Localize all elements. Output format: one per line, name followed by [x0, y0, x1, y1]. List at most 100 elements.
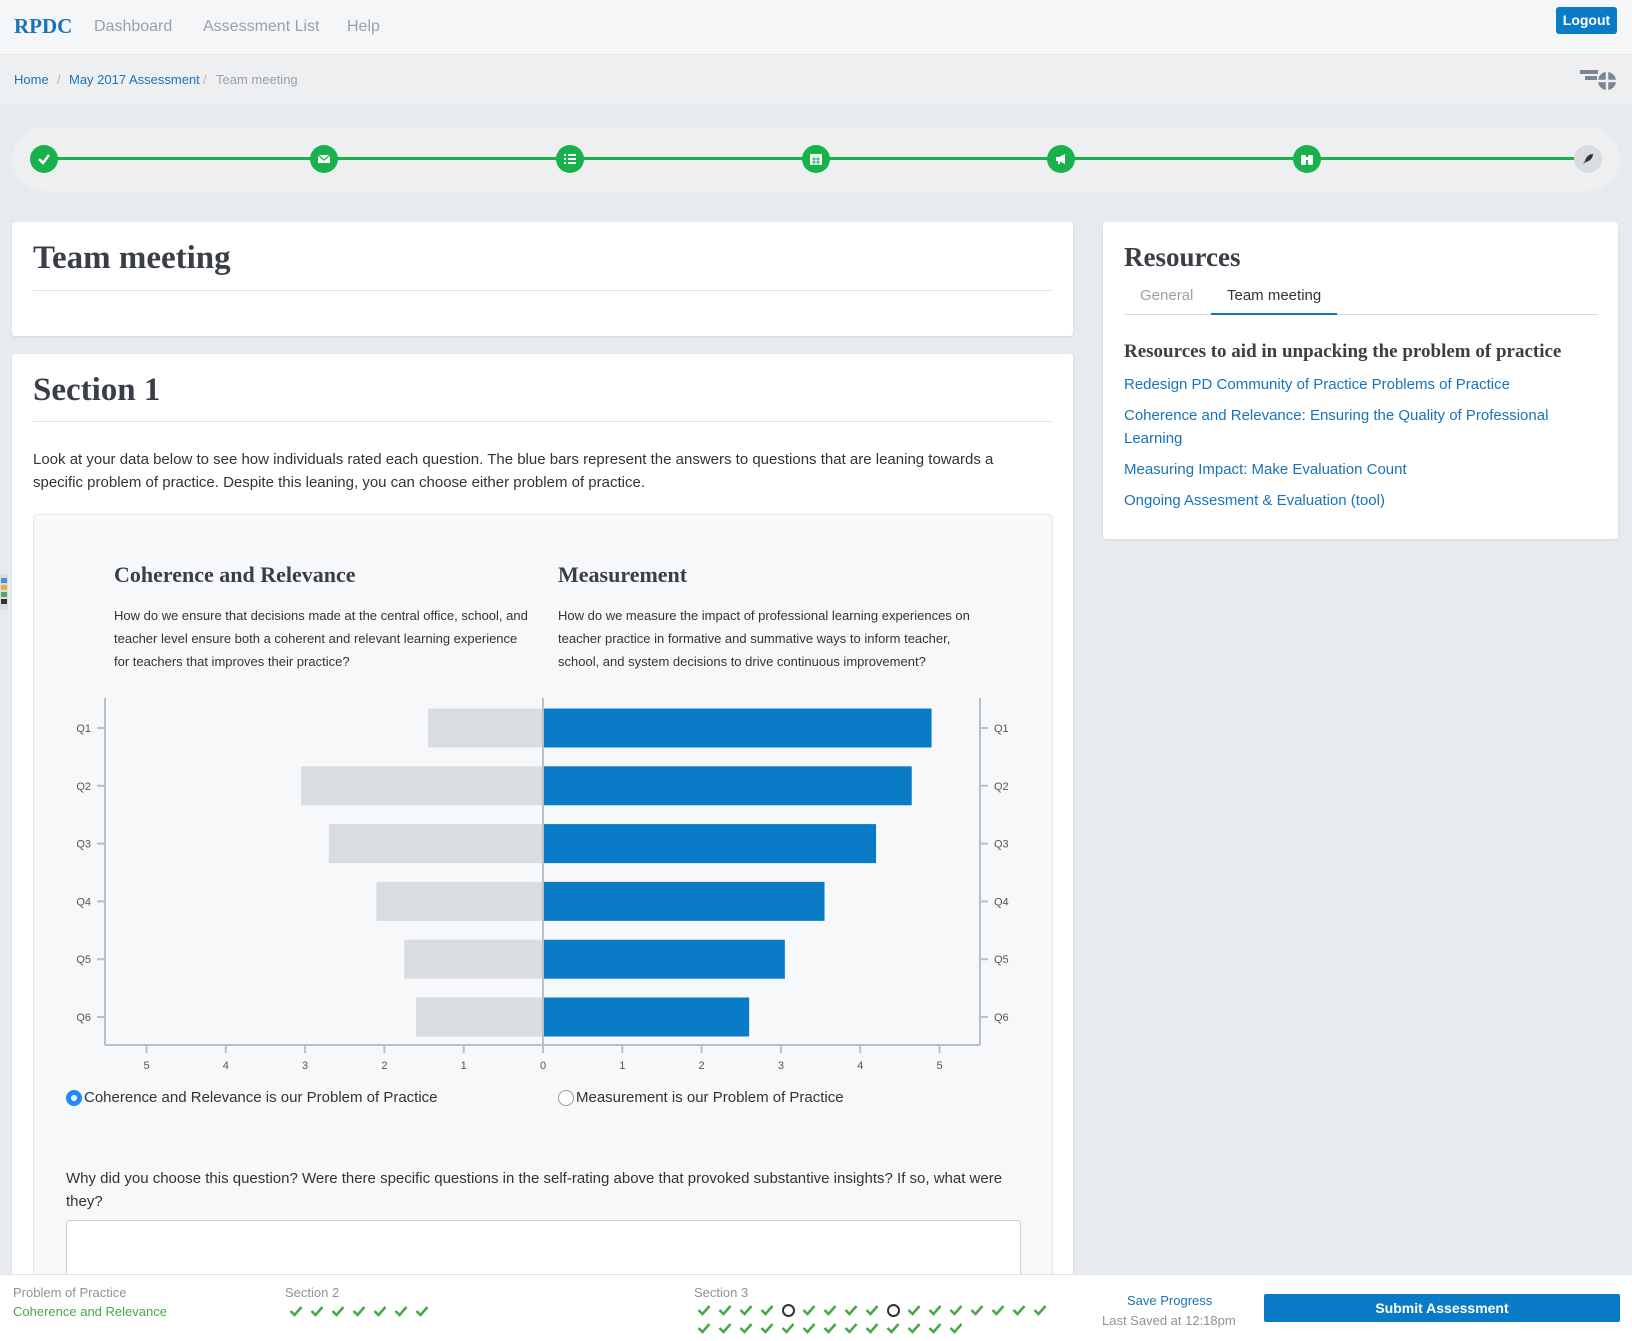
x-tick-label: 2	[381, 1060, 387, 1072]
title-card	[12, 222, 1073, 336]
check-icon	[884, 1321, 902, 1335]
bar-coherence	[328, 824, 543, 864]
tab-team-meeting[interactable]: Team meeting	[1211, 283, 1338, 315]
check-icon	[350, 1304, 368, 1318]
step-rocket[interactable]	[1574, 145, 1602, 173]
check-icon	[716, 1303, 734, 1317]
check-icon	[800, 1321, 818, 1335]
diverging-bar-chart: Q1 Q1 Q2 Q2 Q3 Q3 Q4 Q4 Q5 Q5 Q6 Q6 5 4 3 2 1 0 1 2 3 4 5	[76, 698, 1009, 1072]
check-icon	[947, 1303, 965, 1317]
choice-coherence[interactable]: Coherence and Relevance is our Problem o…	[66, 1089, 438, 1106]
bar-coherence	[376, 881, 543, 921]
check-icon	[758, 1303, 776, 1317]
choice-coherence-label: Coherence and Relevance is our Problem o…	[84, 1089, 438, 1106]
bar-coherence	[428, 708, 543, 748]
y-tick-label-right: Q2	[994, 781, 1009, 793]
check-icon	[800, 1303, 818, 1317]
last-saved-text: Last Saved at 12:18pm	[1102, 1313, 1236, 1328]
y-tick-label-left: Q1	[76, 723, 91, 735]
radio-measurement[interactable]	[558, 1089, 574, 1106]
choice-measurement[interactable]: Measurement is our Problem of Practice	[558, 1089, 844, 1106]
check-icon	[737, 1321, 755, 1335]
binoculars-icon	[1301, 155, 1313, 165]
step-binoculars[interactable]	[1293, 145, 1321, 173]
save-progress-link[interactable]: Save Progress	[1127, 1293, 1213, 1308]
nav-help[interactable]: Help	[347, 18, 380, 35]
x-tick-label: 5	[936, 1060, 942, 1072]
breadcrumb-assessment[interactable]: May 2017 Assessment	[69, 72, 200, 87]
problem-of-practice-label: Problem of Practice	[13, 1285, 127, 1300]
breadcrumb-separator: /	[203, 72, 207, 87]
y-tick-label-left: Q6	[76, 1012, 91, 1024]
x-tick-label: 5	[143, 1060, 149, 1072]
y-tick-label-right: Q6	[994, 1012, 1009, 1024]
bar-coherence	[404, 939, 543, 979]
step-envelope[interactable]	[310, 145, 338, 173]
bar-coherence	[301, 766, 543, 806]
open-circle-icon	[779, 1303, 797, 1317]
resource-link[interactable]: Redesign PD Community of Practice Proble…	[1124, 376, 1510, 393]
check-icon	[842, 1321, 860, 1335]
bar-measurement	[543, 766, 912, 806]
step-list[interactable]	[556, 145, 584, 173]
check-icon	[968, 1303, 986, 1317]
left-chart-heading: Coherence and Relevance	[114, 562, 356, 587]
x-tick-label: 1	[619, 1060, 625, 1072]
section2-progress	[287, 1304, 431, 1318]
section-title: Section 1	[33, 372, 161, 408]
check-icon	[779, 1321, 797, 1335]
breadcrumb-home[interactable]: Home	[14, 72, 49, 87]
choice-measurement-label: Measurement is our Problem of Practice	[576, 1089, 844, 1106]
reflection-question: Why did you choose this question? Were t…	[66, 1170, 1003, 1210]
check-icon	[737, 1303, 755, 1317]
tab-general[interactable]: General	[1140, 287, 1194, 304]
bar-measurement	[543, 939, 785, 979]
page-title: Team meeting	[33, 240, 231, 276]
resources-heading: Resources to aid in unpacking the proble…	[1124, 341, 1562, 362]
resource-link[interactable]: Coherence and Relevance: Ensuring the Qu…	[1124, 407, 1549, 447]
feedback-tab-icon[interactable]	[0, 574, 8, 610]
breadcrumb-separator: /	[57, 72, 61, 87]
envelope-icon	[317, 154, 331, 163]
section2-label[interactable]: Section 2	[285, 1285, 340, 1300]
bar-measurement	[543, 708, 932, 748]
x-tick-label: 4	[223, 1060, 229, 1072]
divider	[33, 290, 1053, 291]
step-calendar[interactable]	[802, 145, 830, 173]
step-check[interactable]	[30, 145, 58, 173]
check-icon	[863, 1321, 881, 1335]
bar-measurement	[543, 881, 825, 921]
y-tick-label-left: Q2	[76, 781, 91, 793]
check-icon	[392, 1304, 410, 1318]
x-tick-label: 2	[699, 1060, 705, 1072]
nav-dashboard[interactable]: Dashboard	[94, 18, 173, 35]
check-icon	[38, 154, 50, 165]
breadcrumb: Home / May 2017 Assessment / Team meetin…	[0, 55, 1632, 105]
check-icon	[821, 1321, 839, 1335]
logout-button[interactable]: Logout	[1556, 7, 1617, 34]
x-tick-label: 0	[540, 1060, 546, 1072]
resources-tabs: General Team meeting	[1124, 283, 1598, 315]
bar-measurement	[543, 824, 877, 864]
resource-link[interactable]: Ongoing Assesment & Evaluation (tool)	[1124, 492, 1385, 509]
brand-logo[interactable]: RPDC	[14, 14, 73, 38]
radio-coherence[interactable]	[66, 1089, 82, 1106]
divider	[33, 421, 1053, 422]
resources-title: Resources	[1124, 242, 1241, 272]
nav-assessment-list[interactable]: Assessment List	[203, 18, 320, 35]
section-intro: Look at your data below to see how indiv…	[33, 451, 994, 491]
check-icon	[308, 1304, 326, 1318]
submit-assessment-button[interactable]: Submit Assessment	[1264, 1294, 1620, 1322]
check-icon	[926, 1303, 944, 1317]
section3-progress-row1	[695, 1303, 1049, 1317]
y-tick-label-left: Q4	[76, 896, 91, 908]
resource-link[interactable]: Measuring Impact: Make Evaluation Count	[1124, 461, 1407, 478]
step-megaphone[interactable]	[1047, 145, 1075, 173]
x-tick-label: 1	[461, 1060, 467, 1072]
breadcrumb-current: Team meeting	[216, 72, 298, 87]
section3-label[interactable]: Section 3	[694, 1285, 749, 1300]
left-chart-description: How do we ensure that decisions made at …	[114, 608, 528, 669]
check-icon	[371, 1304, 389, 1318]
resources-card	[1103, 222, 1618, 539]
x-tick-label: 4	[857, 1060, 863, 1072]
